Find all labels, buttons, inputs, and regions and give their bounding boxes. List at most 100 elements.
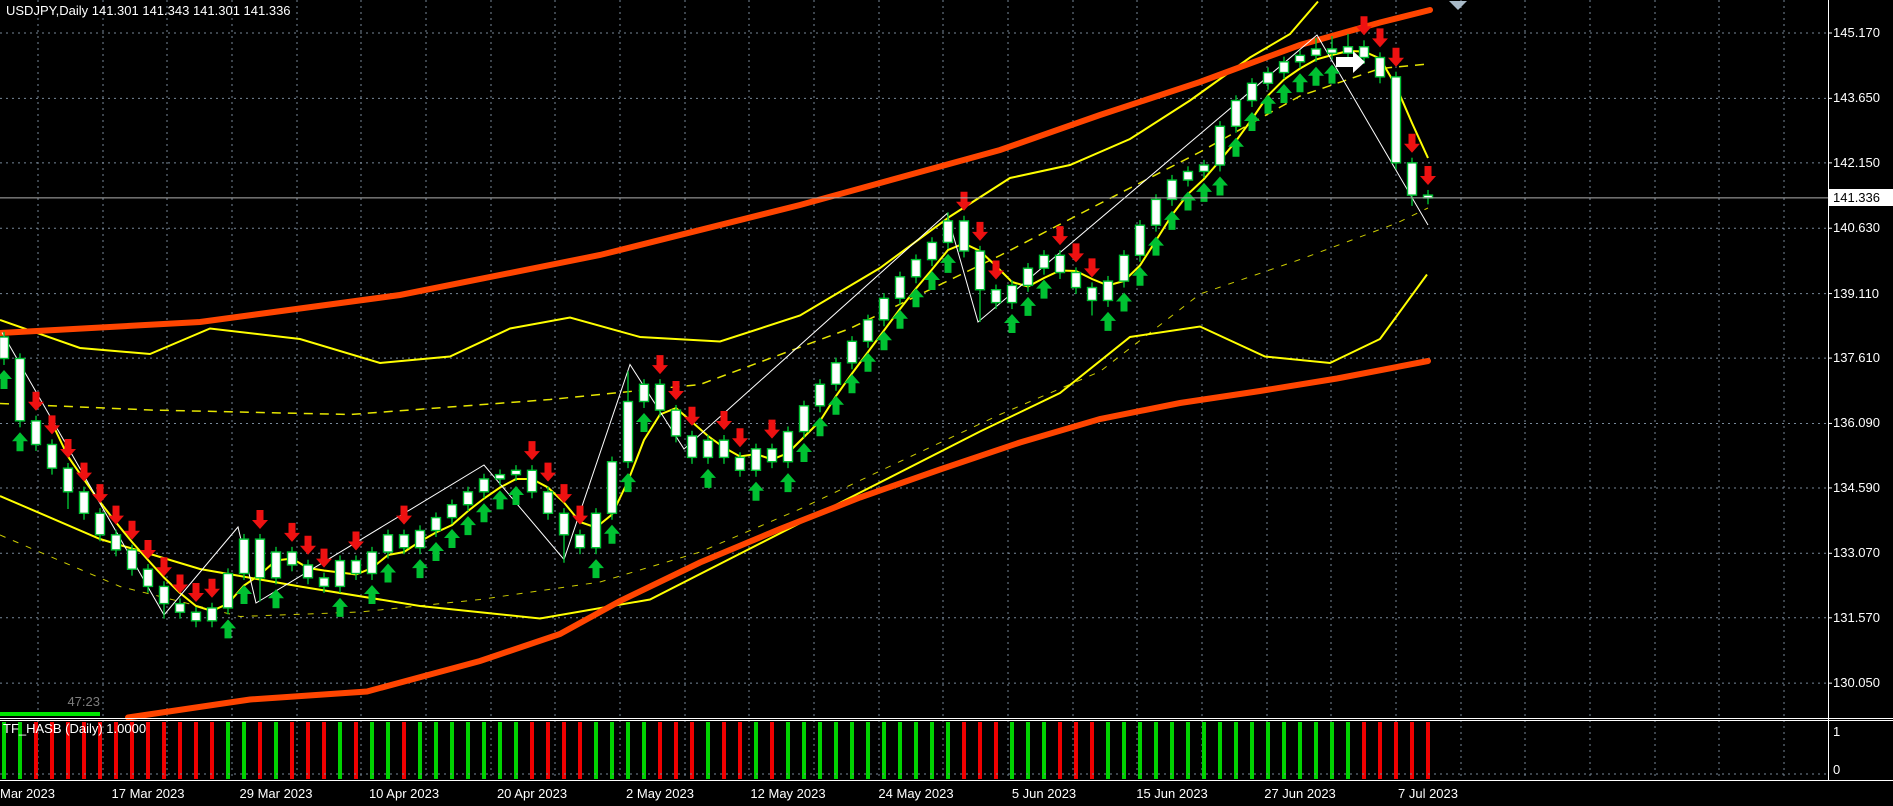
- up-arrow-icon: [588, 559, 604, 579]
- candle: [414, 529, 426, 549]
- candle: [46, 443, 58, 469]
- up-arrow-icon: [460, 516, 476, 536]
- date-label: 12 May 2023: [750, 786, 826, 801]
- histogram-bar: [1106, 722, 1110, 779]
- down-arrow-icon: [284, 522, 300, 542]
- candle: [366, 551, 378, 575]
- histogram-bar: [34, 722, 38, 779]
- candle: [1038, 254, 1050, 269]
- histogram-bar: [1090, 722, 1094, 779]
- down-arrow-icon: [348, 531, 364, 551]
- histogram-bar: [690, 722, 694, 779]
- candle: [670, 409, 682, 437]
- date-label: 24 May 2023: [878, 786, 954, 801]
- up-arrow-icon: [476, 503, 492, 523]
- candle: [110, 534, 122, 551]
- down-arrow-icon: [188, 583, 204, 603]
- histogram-bar: [706, 722, 710, 779]
- up-arrow-icon: [940, 253, 956, 273]
- date-label: 5 Jun 2023: [1011, 786, 1077, 801]
- candle: [1150, 198, 1162, 226]
- histogram-bar: [482, 722, 486, 779]
- histogram-bar: [642, 722, 646, 779]
- histogram-bar: [1058, 722, 1062, 779]
- candle: [894, 276, 906, 300]
- down-arrow-icon: [652, 355, 668, 375]
- down-arrow-icon: [44, 415, 60, 435]
- candle: [1326, 48, 1338, 54]
- histogram-bar: [946, 722, 950, 779]
- candle: [510, 469, 522, 476]
- up-arrow-icon: [1212, 176, 1228, 196]
- indicator-scale-top: 1: [1833, 724, 1841, 739]
- candle: [1342, 46, 1354, 54]
- histogram-bar: [1186, 722, 1190, 779]
- candle: [1214, 125, 1226, 166]
- up-arrow-icon: [1196, 182, 1212, 202]
- up-arrow-icon: [844, 374, 860, 394]
- date-label: 2 May 2023: [626, 786, 694, 801]
- candle: [1230, 99, 1242, 128]
- price-label: 139.110: [1833, 285, 1880, 301]
- up-arrow-icon: [444, 529, 460, 549]
- candle: [30, 420, 42, 446]
- histogram-bar: [1426, 722, 1430, 779]
- up-arrow-icon: [636, 412, 652, 432]
- down-arrow-icon: [764, 419, 780, 439]
- histogram-bar: [738, 722, 742, 779]
- histogram-bar: [18, 722, 22, 779]
- histogram-bar: [50, 722, 54, 779]
- up-arrow-icon: [1116, 292, 1132, 312]
- histogram-bar: [402, 722, 406, 779]
- histogram-bar: [626, 722, 630, 779]
- band-dashed-middle: [0, 63, 1429, 416]
- histogram-bar: [82, 722, 86, 779]
- histogram-bar: [306, 722, 310, 779]
- date-label: 29 Mar 2023: [239, 786, 313, 801]
- price-label: 137.610: [1833, 350, 1880, 366]
- price-axis-scale[interactable]: [1829, 0, 1893, 780]
- up-arrow-icon: [1324, 64, 1340, 84]
- histogram-bar: [1122, 722, 1126, 779]
- histogram-bar: [1378, 722, 1382, 779]
- candle: [1310, 48, 1322, 57]
- histogram-bar: [2, 722, 6, 779]
- down-arrow-icon: [204, 578, 220, 598]
- histogram-bar: [722, 722, 726, 779]
- down-arrow-icon: [1068, 243, 1084, 263]
- down-arrow-icon: [28, 391, 44, 411]
- up-arrow-icon: [508, 486, 524, 506]
- histogram-bar: [1202, 722, 1206, 779]
- candle: [654, 383, 666, 411]
- candle: [702, 439, 714, 459]
- up-arrow-icon: [412, 559, 428, 579]
- candle: [750, 448, 762, 472]
- candle: [878, 297, 890, 321]
- histogram-bar: [1250, 722, 1254, 779]
- down-arrow-icon: [76, 462, 92, 482]
- histogram-bar: [194, 722, 198, 779]
- candle: [190, 611, 202, 622]
- histogram-bar: [1410, 722, 1414, 779]
- down-arrow-icon: [156, 557, 172, 577]
- price-label: 142.150: [1833, 154, 1880, 170]
- down-arrow-icon: [300, 535, 316, 555]
- down-arrow-icon: [1388, 47, 1404, 67]
- up-arrow-icon: [620, 473, 636, 493]
- envelope-upper: [0, 7, 1433, 336]
- current-price-tag: 141.336: [1829, 189, 1893, 206]
- candle: [286, 551, 298, 566]
- histogram-bar: [834, 722, 838, 779]
- histogram-bar: [338, 722, 342, 779]
- candle: [14, 357, 26, 422]
- candle: [1374, 56, 1386, 78]
- histogram-bar: [1026, 722, 1030, 779]
- candle: [494, 473, 506, 480]
- down-arrow-icon: [684, 406, 700, 426]
- histogram-bar: [658, 722, 662, 779]
- candle: [942, 220, 954, 244]
- candle: [862, 319, 874, 343]
- shift-marker-icon[interactable]: [1449, 1, 1467, 10]
